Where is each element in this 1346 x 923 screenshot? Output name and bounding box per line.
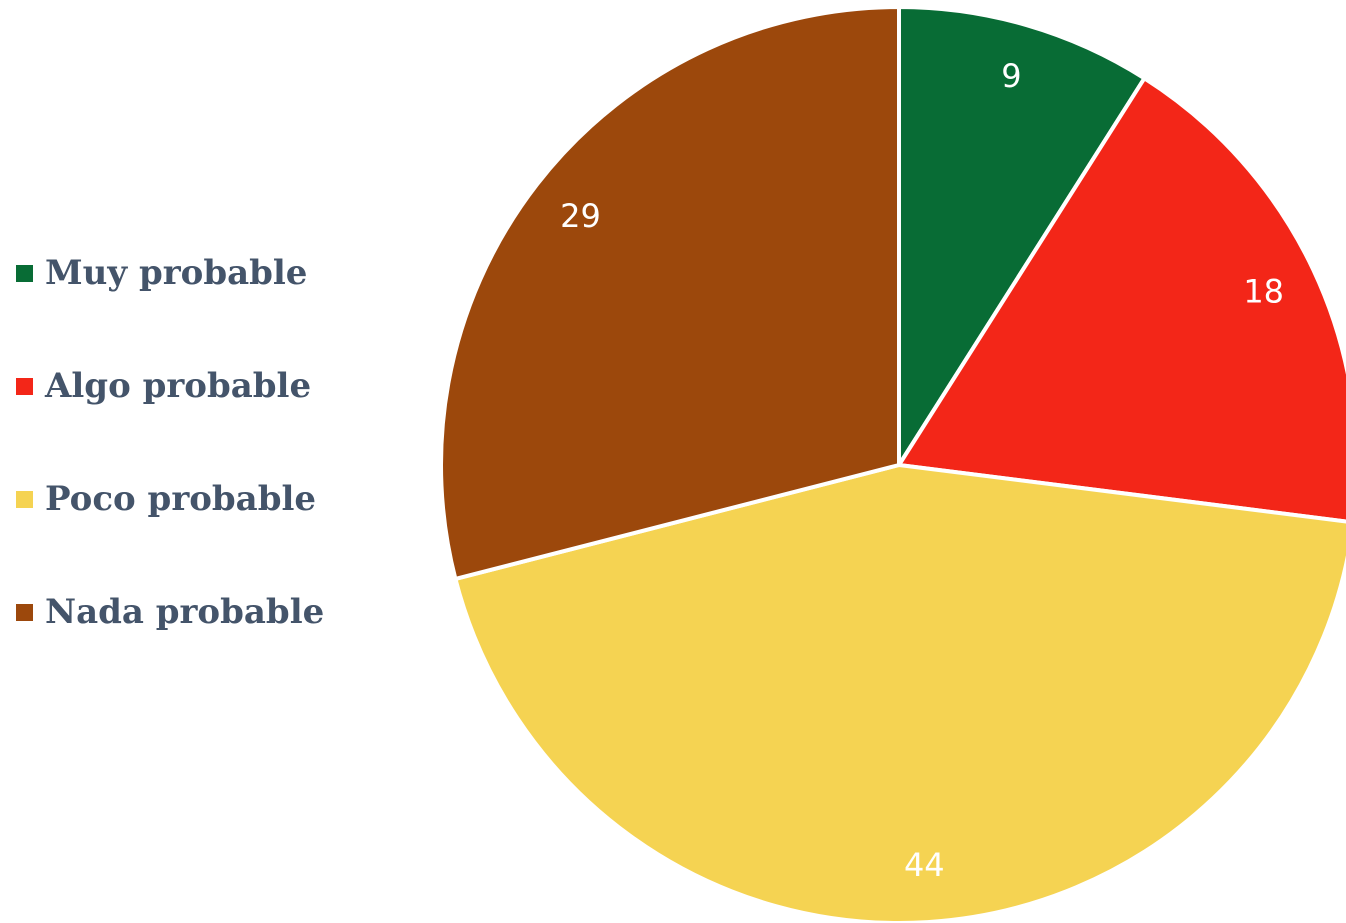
data-label-nada-probable: 29: [560, 197, 601, 235]
data-label-algo-probable: 18: [1243, 272, 1284, 310]
data-label-muy-probable: 9: [1001, 57, 1021, 95]
data-label-poco-probable: 44: [904, 846, 945, 884]
